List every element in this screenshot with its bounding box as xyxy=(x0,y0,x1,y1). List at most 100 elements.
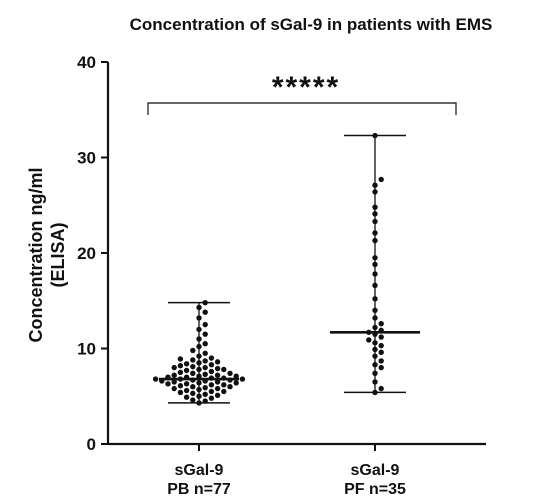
data-point xyxy=(214,392,221,398)
data-point xyxy=(378,320,384,327)
chart-title: Concentration of sGal-9 in patients with… xyxy=(130,15,493,34)
data-point xyxy=(202,371,208,377)
data-point xyxy=(171,385,177,392)
category-label-pb-line1: sGal-9 xyxy=(175,462,224,479)
bracket-line xyxy=(147,102,457,115)
data-point xyxy=(183,381,190,387)
y-axis-ticks: 0 10 20 30 40 xyxy=(77,53,108,454)
category-label-pb-line2: PB n=77 xyxy=(167,481,231,498)
data-point xyxy=(378,349,384,356)
category-label-pf-line2: PF n=35 xyxy=(344,481,406,498)
data-point xyxy=(196,315,202,321)
data-point xyxy=(372,204,378,210)
data-point xyxy=(190,363,196,370)
data-point xyxy=(202,331,208,337)
y-axis-label-line1: Concentration ng/ml xyxy=(26,168,46,343)
data-point xyxy=(196,393,202,399)
data-point xyxy=(372,230,378,236)
data-point xyxy=(202,398,208,404)
data-point xyxy=(372,346,378,353)
data-point xyxy=(372,315,378,321)
data-point xyxy=(190,347,196,354)
data-point xyxy=(208,395,215,401)
data-point xyxy=(378,364,384,371)
data-point xyxy=(372,362,378,368)
data-point xyxy=(372,218,378,225)
data-point xyxy=(171,364,177,371)
data-point xyxy=(177,356,184,362)
data-point xyxy=(202,384,208,391)
data-point xyxy=(214,379,221,385)
data-point xyxy=(177,369,184,376)
data-point xyxy=(372,324,378,331)
data-point xyxy=(196,386,202,393)
y-tick-label: 0 xyxy=(87,435,96,454)
data-point xyxy=(372,353,378,359)
data-point xyxy=(372,340,378,346)
data-point xyxy=(227,370,233,377)
data-point xyxy=(190,390,196,397)
data-point xyxy=(208,362,215,368)
group-pb xyxy=(152,299,246,406)
data-point xyxy=(196,380,202,386)
data-point xyxy=(372,182,378,188)
data-point xyxy=(202,299,208,306)
group-pf xyxy=(330,132,420,396)
data-point xyxy=(190,397,196,403)
data-point xyxy=(227,384,233,390)
data-point xyxy=(171,379,177,385)
data-point xyxy=(372,132,378,139)
data-point xyxy=(372,261,378,268)
data-point xyxy=(196,373,202,379)
data-point xyxy=(378,358,384,364)
data-point xyxy=(183,394,190,400)
data-point xyxy=(183,361,190,367)
data-point xyxy=(190,384,196,390)
data-point xyxy=(378,385,384,392)
data-point xyxy=(196,360,202,366)
data-point xyxy=(366,337,372,343)
data-point xyxy=(183,367,190,374)
data-point xyxy=(214,365,221,372)
data-point xyxy=(152,376,159,382)
y-tick-label: 40 xyxy=(77,53,96,72)
data-point xyxy=(177,362,184,369)
data-point xyxy=(202,341,208,347)
data-point xyxy=(196,304,202,311)
data-point xyxy=(196,336,202,342)
data-point xyxy=(221,388,227,395)
data-point xyxy=(233,380,239,386)
data-point xyxy=(372,255,378,261)
data-point xyxy=(221,366,227,373)
significance-bracket xyxy=(147,102,457,115)
data-point xyxy=(214,385,221,392)
y-tick-label: 10 xyxy=(77,340,96,359)
data-point xyxy=(196,343,202,350)
data-point xyxy=(239,376,246,382)
data-point xyxy=(196,400,202,406)
category-label-pf-line1: sGal-9 xyxy=(351,462,400,479)
y-tick-label: 30 xyxy=(77,149,96,168)
data-point xyxy=(233,373,239,379)
data-groups xyxy=(152,132,420,406)
data-point xyxy=(378,176,384,183)
significance-stars: ***** xyxy=(272,71,340,104)
data-point xyxy=(208,388,215,395)
data-point xyxy=(196,366,202,373)
y-axis-label-line2: (ELISA) xyxy=(48,222,68,287)
data-point xyxy=(196,326,202,333)
data-point xyxy=(372,370,378,377)
data-point xyxy=(190,370,196,377)
data-point xyxy=(372,282,378,289)
data-point xyxy=(214,359,221,365)
data-point xyxy=(190,357,196,363)
data-point xyxy=(202,364,208,371)
data-point xyxy=(202,358,208,364)
y-tick-label: 20 xyxy=(77,244,96,263)
data-point xyxy=(165,381,171,387)
data-point xyxy=(214,372,221,378)
data-point xyxy=(372,389,378,396)
data-point xyxy=(183,387,190,394)
data-point xyxy=(372,307,378,313)
